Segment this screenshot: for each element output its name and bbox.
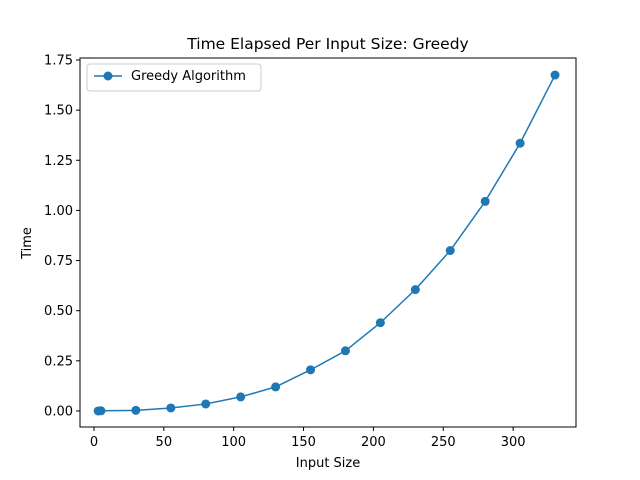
x-tick-label: 150 xyxy=(291,435,316,450)
y-tick-label: 1.75 xyxy=(44,54,73,69)
y-tick-label: 0.25 xyxy=(44,354,73,369)
legend-label: Greedy Algorithm xyxy=(131,69,246,84)
y-tick-label: 1.50 xyxy=(44,104,73,119)
data-point xyxy=(166,403,176,413)
x-tick-label: 50 xyxy=(156,435,173,450)
legend: Greedy Algorithm xyxy=(86,63,262,92)
data-point xyxy=(340,346,350,356)
y-tick-label: 0.75 xyxy=(44,254,73,269)
data-point xyxy=(306,365,316,375)
data-point xyxy=(445,246,455,256)
data-point xyxy=(236,392,246,402)
x-tick-label: 200 xyxy=(361,435,386,450)
y-axis-label: Time xyxy=(20,227,35,260)
y-axis-ticks: 0.00 0.25 0.50 0.75 1.00 1.25 1.50 1.75 xyxy=(44,54,80,419)
data-point xyxy=(515,138,525,148)
data-point xyxy=(410,285,420,295)
data-point xyxy=(131,405,141,415)
x-axis-label: Input Size xyxy=(296,456,360,471)
x-tick-label: 0 xyxy=(90,435,98,450)
x-tick-label: 100 xyxy=(221,435,246,450)
series-layer xyxy=(93,70,560,416)
y-tick-label: 0.50 xyxy=(44,304,73,319)
legend-marker xyxy=(103,71,113,81)
data-point xyxy=(201,399,211,409)
plot-frame xyxy=(79,57,577,428)
data-point xyxy=(271,382,281,392)
x-axis-ticks: 0 50 100 150 200 250 300 xyxy=(90,427,526,450)
data-point xyxy=(550,70,560,80)
plot-area xyxy=(80,58,576,427)
y-tick-label: 0.00 xyxy=(44,404,73,419)
y-tick-label: 1.00 xyxy=(44,204,73,219)
chart-title: Time Elapsed Per Input Size: Greedy xyxy=(186,35,468,53)
data-point xyxy=(96,406,106,416)
data-point xyxy=(375,318,385,328)
y-tick-label: 1.25 xyxy=(44,154,73,169)
data-point xyxy=(480,196,490,206)
x-tick-label: 300 xyxy=(501,435,526,450)
legend-box xyxy=(86,63,262,92)
x-tick-label: 250 xyxy=(431,435,456,450)
